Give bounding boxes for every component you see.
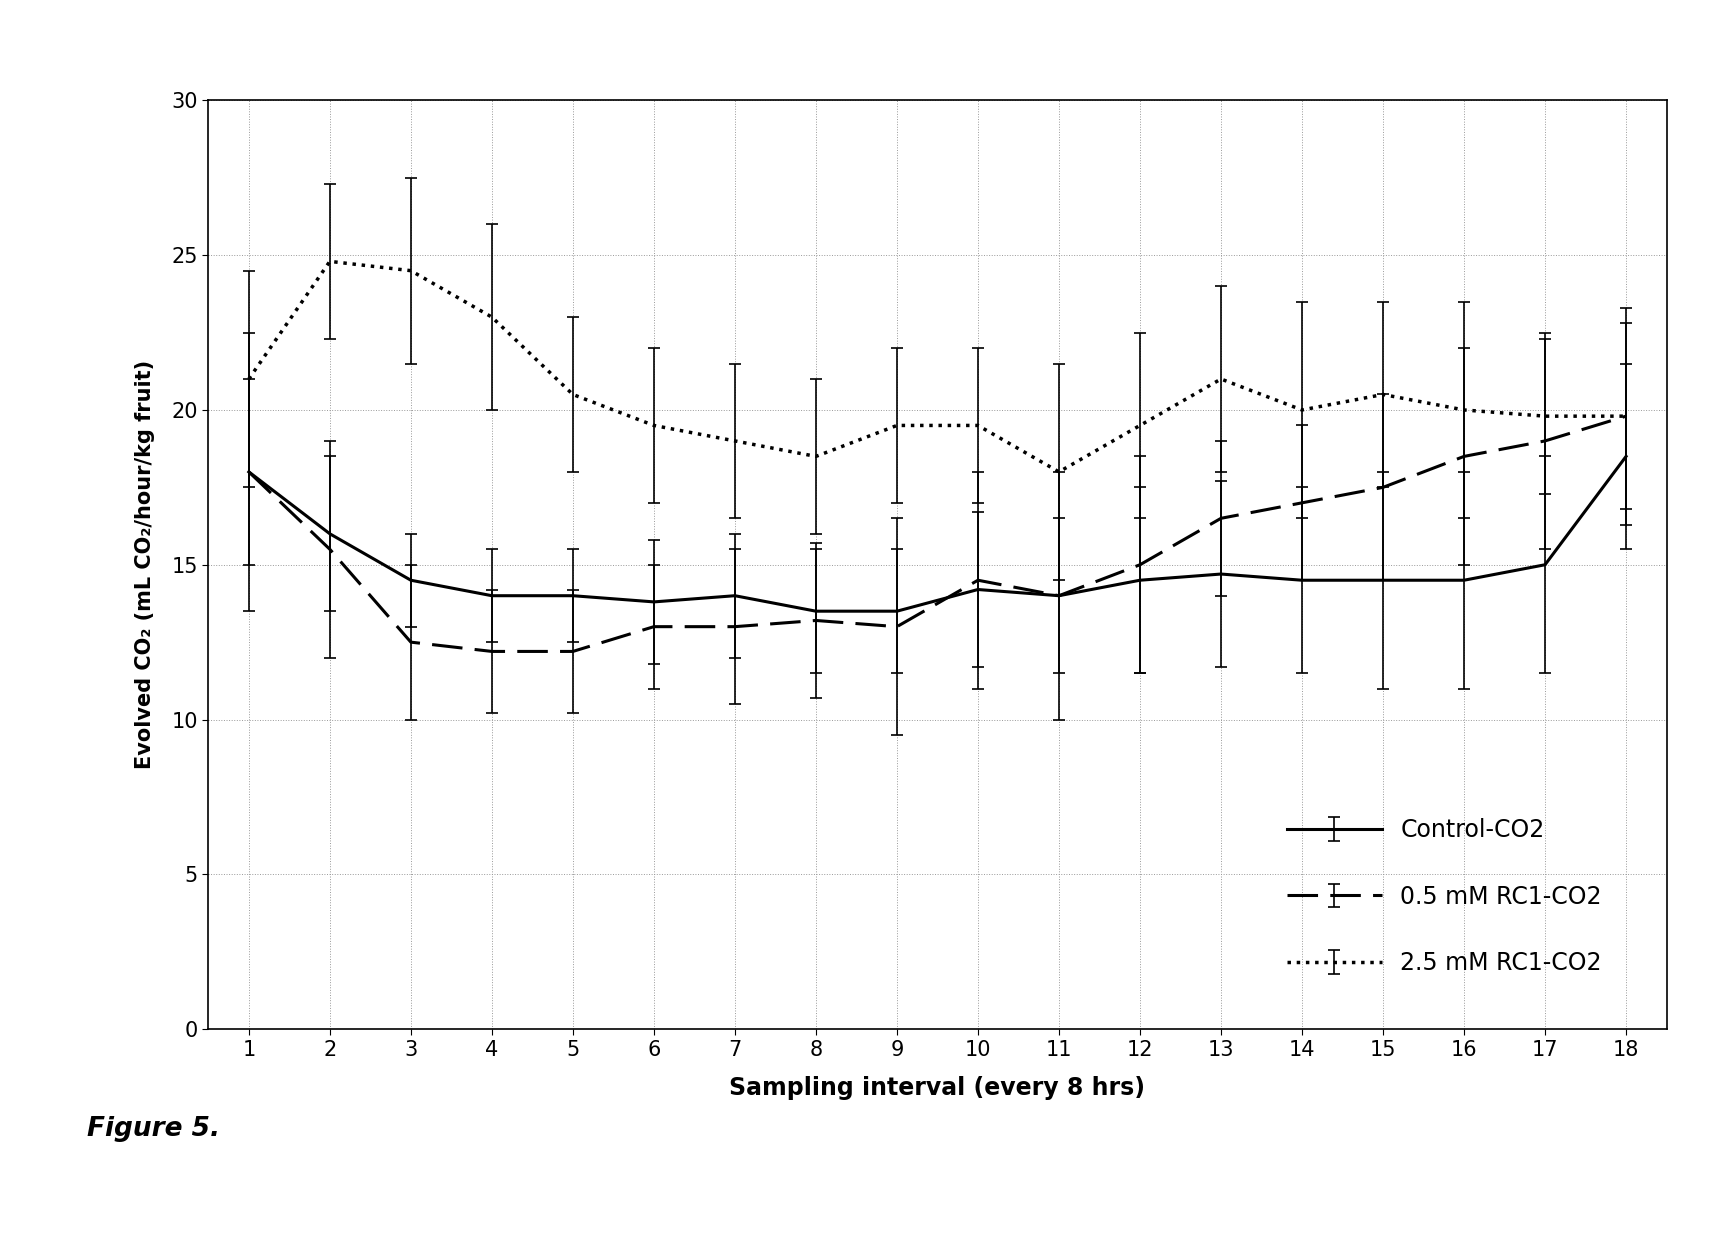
Text: Figure 5.: Figure 5. xyxy=(87,1117,220,1142)
Legend: Control-CO2, 0.5 mM RC1-CO2, 2.5 mM RC1-CO2: Control-CO2, 0.5 mM RC1-CO2, 2.5 mM RC1-… xyxy=(1264,794,1625,999)
X-axis label: Sampling interval (every 8 hrs): Sampling interval (every 8 hrs) xyxy=(729,1077,1146,1101)
Y-axis label: Evolved CO₂ (mL CO₂/hour/kg fruit): Evolved CO₂ (mL CO₂/hour/kg fruit) xyxy=(135,360,155,769)
